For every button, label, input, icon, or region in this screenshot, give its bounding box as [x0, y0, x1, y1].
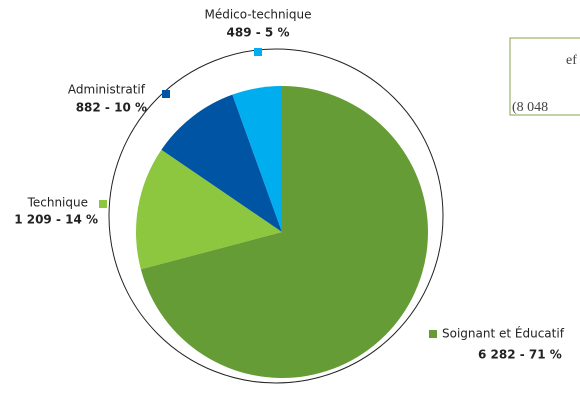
value-label: 882 - 10 % — [76, 101, 147, 115]
swatch — [162, 90, 170, 98]
box-text: (8 048 — [512, 100, 548, 115]
pie-slice — [136, 149, 282, 270]
swatch — [254, 48, 262, 56]
box-text: ef — [566, 53, 577, 68]
slice-label: Administratif — [68, 83, 146, 97]
pie-slice — [232, 86, 282, 232]
outer-ring — [108, 48, 444, 384]
info-box — [509, 37, 580, 116]
slice-label: Médico-technique — [204, 8, 311, 22]
value-label: 489 - 5 % — [227, 26, 290, 40]
swatch — [429, 330, 437, 338]
slice-label: Technique — [27, 196, 88, 210]
slice-label: Soignant et Éducatif — [442, 326, 565, 341]
value-label: 1 209 - 14 % — [14, 213, 98, 227]
pie-slice — [140, 86, 429, 378]
pie-slice — [161, 94, 282, 232]
value-label: 6 282 - 71 % — [478, 348, 562, 362]
swatch — [99, 200, 107, 208]
